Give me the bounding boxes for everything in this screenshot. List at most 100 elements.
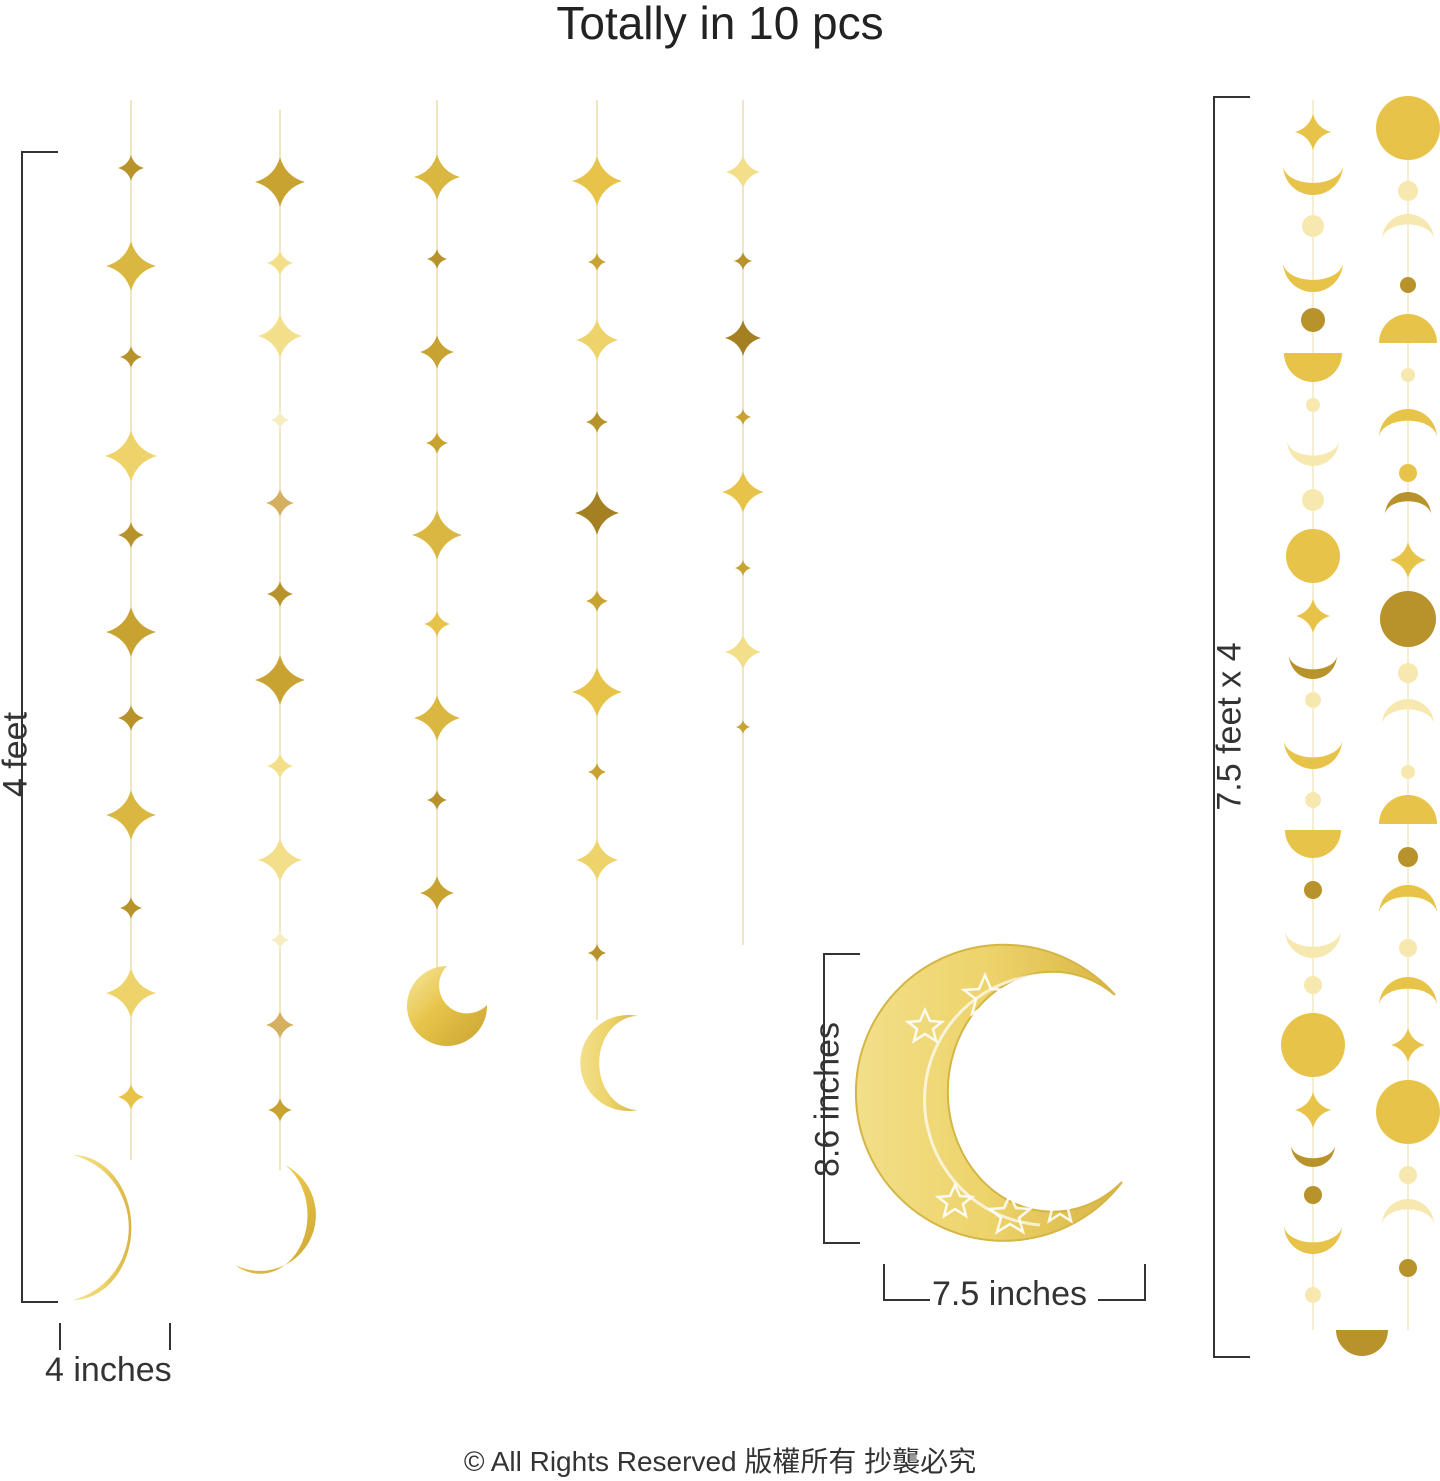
crescent-shape <box>1284 1225 1342 1254</box>
star-shape <box>576 319 618 361</box>
star-shape <box>414 695 460 741</box>
star-shape <box>427 249 447 269</box>
crescent-shape <box>1379 409 1437 438</box>
star-shape <box>735 560 751 576</box>
crescent-shape <box>1379 885 1437 914</box>
bracket-4-feet <box>21 151 58 1303</box>
star-shape <box>588 944 606 962</box>
circle-disc <box>1304 881 1322 899</box>
star-shape <box>271 931 289 949</box>
moon-1 <box>73 1155 132 1300</box>
half-moon-shape <box>1285 830 1341 858</box>
moon-2 <box>235 1165 316 1274</box>
crescent-shape <box>1291 1145 1335 1167</box>
circle-disc <box>1281 1013 1345 1077</box>
circle-disc <box>1305 792 1321 808</box>
large-cutout-moon: To the Moon <box>854 943 1205 1242</box>
circle-disc <box>1398 181 1418 201</box>
star-shape <box>420 876 454 910</box>
star-shape <box>420 335 454 369</box>
circle-disc <box>1399 1166 1417 1184</box>
circle-disc <box>1301 308 1325 332</box>
star-shape <box>266 489 294 517</box>
star-shape <box>725 634 761 670</box>
star-shape <box>1295 114 1331 150</box>
star-shape <box>120 346 142 368</box>
dimension-7-5-feet: 7.5 feet x 4 <box>1210 642 1249 811</box>
star-shape <box>572 667 622 717</box>
crescent-shape <box>1385 492 1431 515</box>
star-shape <box>118 155 144 181</box>
star-shape <box>118 705 144 731</box>
garland-stars <box>105 154 764 1122</box>
circle-disc <box>1302 489 1324 511</box>
star-shape <box>588 763 606 781</box>
circle-disc <box>1304 1186 1322 1204</box>
half-moon-shape <box>1336 1330 1388 1356</box>
crescent-shape <box>1287 440 1339 466</box>
circle-disc <box>1398 663 1418 683</box>
circle-disc <box>1401 368 1415 382</box>
circle-disc <box>1305 692 1321 708</box>
dimension-4-inches: 4 inches <box>45 1351 172 1389</box>
star-shape <box>412 510 462 560</box>
star-shape <box>424 611 450 637</box>
circle-disc <box>1399 939 1417 957</box>
dimension-4-feet: 4 feet <box>0 711 35 798</box>
circle-disc <box>1302 215 1324 237</box>
crescent-shape <box>1285 930 1341 958</box>
star-shape <box>267 250 293 276</box>
star-shape <box>106 790 156 840</box>
star-shape <box>1390 542 1426 578</box>
star-shape <box>1295 1092 1331 1128</box>
circle-disc <box>1401 765 1415 779</box>
half-moon-shape <box>1284 353 1342 382</box>
star-shape <box>722 471 764 513</box>
moon-phase-garlands <box>1281 96 1440 1356</box>
moon-4 <box>580 1015 638 1111</box>
star-shape <box>106 241 156 291</box>
star-shape <box>575 491 619 535</box>
bracket-7-5-feet <box>1213 96 1250 1358</box>
dimension-7-5-inches: 7.5 inches <box>932 1275 1087 1313</box>
star-shape <box>106 968 156 1018</box>
crescent-shape <box>1382 1199 1434 1225</box>
half-moon-shape <box>1379 314 1437 343</box>
crescent-shape <box>1379 977 1437 1006</box>
star-shape <box>576 839 618 881</box>
moon-3 <box>407 966 488 1046</box>
star-shape <box>120 897 142 919</box>
crescent-shape <box>1289 655 1337 679</box>
circle-disc <box>1376 96 1440 160</box>
half-moon-shape <box>1379 795 1437 824</box>
crescent-shape <box>1283 165 1343 195</box>
star-shape <box>267 753 293 779</box>
crescent-shape <box>1382 699 1434 725</box>
star-shape <box>118 1084 144 1110</box>
star-shape <box>572 156 622 206</box>
star-shape <box>271 411 289 429</box>
circle-disc <box>1305 1287 1321 1303</box>
star-shape <box>258 314 302 358</box>
star-shape <box>255 655 305 705</box>
star-shape <box>106 607 156 657</box>
copyright-footer: © All Rights Reserved 版權所有 抄襲必究 <box>463 1446 977 1477</box>
star-shape <box>105 430 157 482</box>
circle-disc <box>1399 1259 1417 1277</box>
star-shape <box>258 838 302 882</box>
circle-disc <box>1376 1080 1440 1144</box>
circle-disc <box>1398 847 1418 867</box>
star-shape <box>586 590 608 612</box>
star-shape <box>268 1098 292 1122</box>
product-title: Totally in 10 pcs <box>556 0 884 49</box>
dimension-8-6-inches: 8.6 inches <box>808 1022 847 1177</box>
star-shape <box>736 720 750 734</box>
crescent-shape <box>1382 214 1434 240</box>
bracket-4-inches <box>59 1323 171 1350</box>
circle-disc <box>1399 464 1417 482</box>
star-shape <box>1296 599 1330 633</box>
star-shape <box>586 411 608 433</box>
circle-disc <box>1304 976 1322 994</box>
star-shape <box>426 432 448 454</box>
